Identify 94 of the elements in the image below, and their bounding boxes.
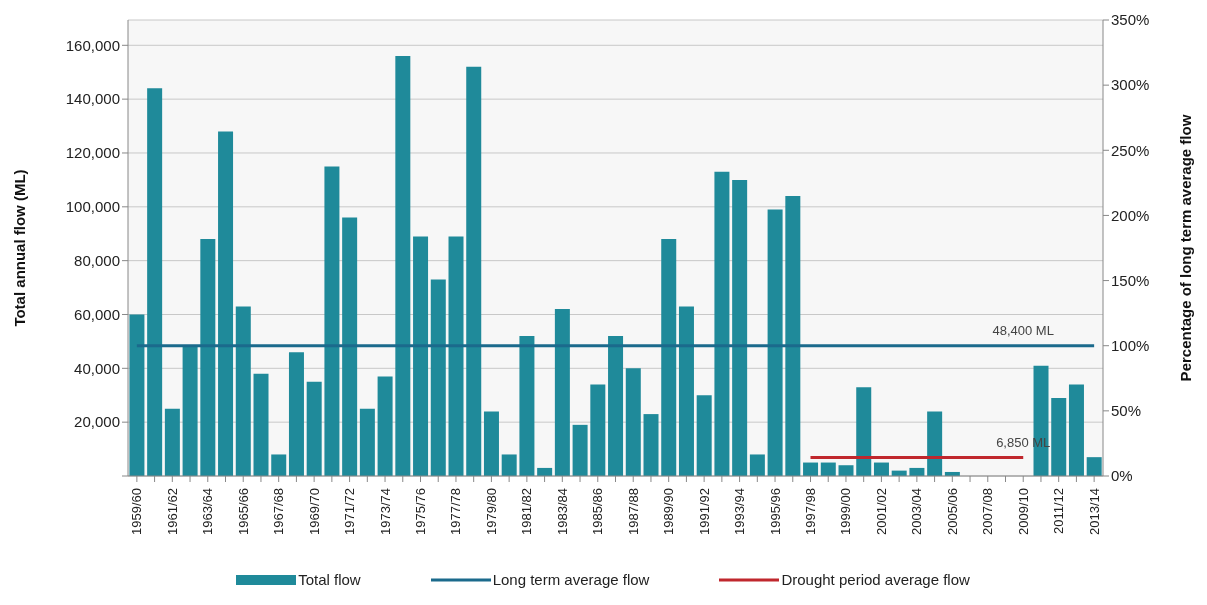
y2-tick-label: 0%	[1111, 467, 1133, 485]
x-tick-label: 1999/00	[838, 488, 854, 535]
x-tick-label: 1979/80	[483, 488, 499, 535]
x-tick-label: 1995/96	[767, 488, 783, 535]
x-tick-label: 1977/78	[448, 488, 464, 535]
x-tick-label: 2001/02	[873, 488, 889, 535]
x-tick-label: 1993/94	[732, 488, 748, 535]
legend-label: Total flow	[297, 571, 361, 588]
bar	[1068, 384, 1084, 476]
x-tick-label: 1975/76	[413, 488, 428, 535]
bar	[430, 279, 446, 476]
bar	[129, 314, 145, 476]
bar	[164, 408, 180, 476]
bar	[838, 465, 854, 476]
x-tick-label: 2005/06	[944, 488, 960, 535]
x-tick-label: 1967/68	[271, 488, 287, 535]
legend-label: Drought period average flow	[780, 571, 970, 588]
bar	[306, 381, 322, 476]
bar	[661, 239, 677, 476]
bar	[288, 352, 304, 476]
x-tick-label: 1959/60	[129, 488, 145, 535]
bar	[678, 306, 694, 476]
x-tick-label: 1987/88	[625, 488, 641, 535]
bar	[342, 217, 358, 476]
x-tick-label: 2003/04	[909, 488, 925, 535]
x-tick-label: 1989/90	[661, 488, 677, 535]
bar	[1086, 457, 1102, 476]
bar	[395, 56, 411, 476]
y-tick-label: 160,000	[65, 36, 120, 54]
bar	[696, 395, 712, 476]
bar	[413, 236, 429, 476]
y-tick-label: 80,000	[74, 251, 120, 269]
x-tick-label: 1969/70	[306, 488, 322, 535]
bar	[501, 454, 517, 476]
x-tick-label: 1965/66	[235, 488, 251, 535]
bar	[714, 171, 730, 476]
bar	[324, 166, 340, 476]
bar	[218, 131, 234, 476]
y2-tick-label: 300%	[1111, 76, 1150, 94]
x-tick-label: 1963/64	[200, 488, 216, 535]
bar	[182, 346, 198, 476]
bar	[147, 88, 163, 476]
x-tick-label: 1961/62	[164, 488, 180, 535]
bar	[554, 309, 570, 476]
legend-label: Long term average flow	[491, 571, 650, 588]
bar	[767, 209, 783, 476]
bar	[483, 411, 499, 476]
bar	[590, 384, 606, 476]
y2-tick-label: 200%	[1111, 206, 1150, 224]
y-tick-label: 40,000	[74, 359, 120, 377]
bar	[1033, 365, 1049, 476]
bar	[1051, 397, 1067, 476]
y2-tick-label: 250%	[1111, 141, 1150, 159]
bar	[749, 454, 765, 476]
bar	[856, 387, 872, 476]
bar	[927, 411, 943, 476]
y-axis-title: Total annual flow (ML)	[11, 169, 29, 327]
bar	[359, 408, 375, 476]
bar	[608, 336, 624, 476]
bar	[377, 376, 393, 476]
y-tick-label: 140,000	[65, 90, 120, 108]
y2-tick-label: 150%	[1111, 271, 1150, 289]
bar	[643, 414, 659, 476]
x-tick-label: 1983/84	[554, 488, 570, 535]
x-tick-label: 2007/08	[980, 488, 996, 535]
y2-tick-label: 100%	[1111, 337, 1150, 355]
y2-tick-label: 350%	[1111, 11, 1150, 29]
bar	[271, 454, 287, 476]
bar	[519, 336, 535, 476]
bar	[235, 306, 251, 476]
x-tick-label: 2009/10	[1015, 488, 1031, 535]
y-tick-label: 120,000	[65, 144, 120, 162]
x-tick-label: 1981/82	[519, 488, 535, 535]
annotation: 48,400 ML	[992, 322, 1054, 338]
bar	[466, 66, 482, 476]
x-tick-label: 1985/86	[590, 488, 606, 535]
y-tick-label: 60,000	[74, 305, 120, 323]
bar	[253, 373, 269, 476]
x-tick-label: 1991/92	[696, 488, 712, 535]
x-tick-label: 1971/72	[342, 488, 358, 535]
bar	[448, 236, 464, 476]
bar	[625, 368, 641, 476]
x-tick-label: 1997/98	[803, 488, 818, 535]
bar	[785, 196, 801, 476]
x-tick-label: 1973/74	[377, 488, 393, 535]
x-tick-label: 2011/12	[1051, 488, 1067, 535]
y-tick-label: 100,000	[65, 198, 120, 216]
x-tick-label: 2013/14	[1086, 488, 1102, 535]
y-tick-label: 20,000	[74, 413, 120, 431]
bar	[732, 179, 748, 476]
bar	[572, 424, 588, 476]
bar	[200, 239, 216, 476]
y2-axis-title: Percentage of long term average flow	[1177, 114, 1195, 382]
y2-tick-label: 50%	[1111, 402, 1142, 420]
